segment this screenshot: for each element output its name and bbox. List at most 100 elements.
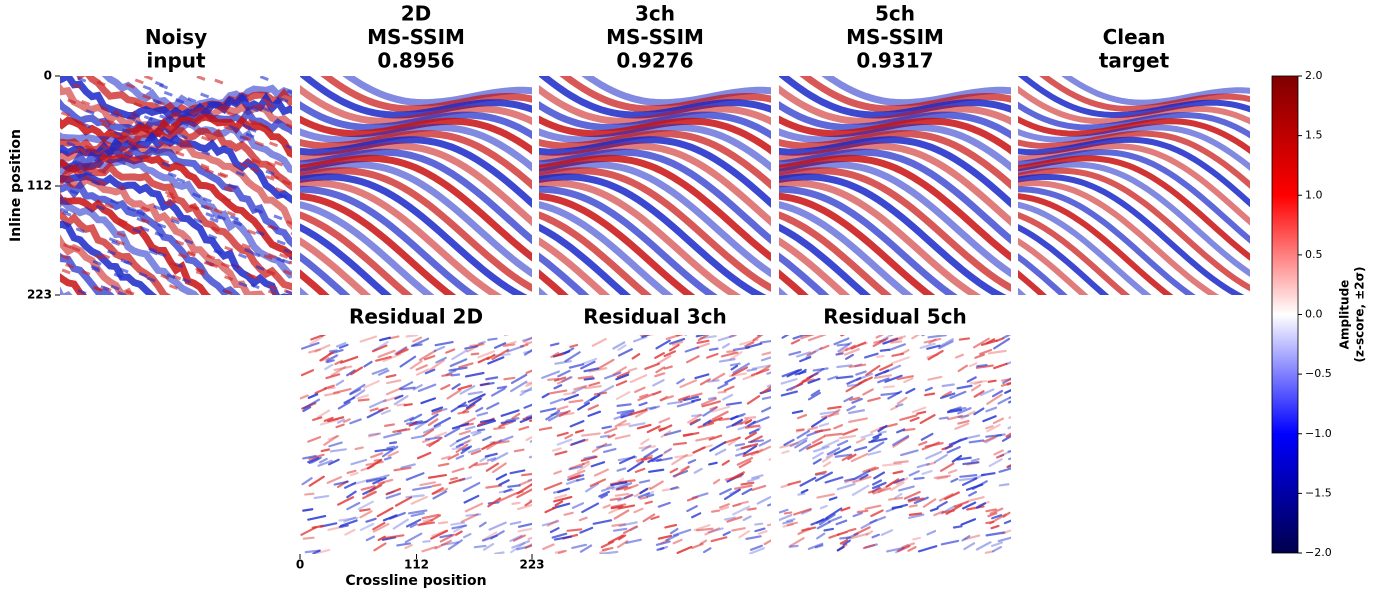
- texture-stroke: [615, 380, 628, 387]
- texture-stroke: [200, 165, 210, 172]
- texture-stroke: [697, 335, 710, 342]
- texture-stroke: [386, 445, 396, 450]
- texture-stroke: [457, 404, 468, 408]
- texture-stroke: [726, 515, 743, 523]
- texture-stroke: [131, 112, 141, 119]
- texture-stroke: [843, 348, 860, 356]
- panel-title: input: [146, 49, 206, 73]
- texture-stroke: [676, 545, 693, 554]
- texture-stroke: [828, 408, 841, 418]
- texture-stroke: [491, 462, 507, 474]
- texture-stroke: [302, 454, 317, 460]
- texture-stroke: [445, 348, 456, 354]
- texture-stroke: [350, 366, 363, 376]
- texture-stroke: [929, 507, 939, 512]
- texture-band: [1018, 136, 1250, 208]
- texture-stroke: [691, 413, 703, 418]
- texture-stroke: [430, 514, 442, 522]
- texture-stroke: [991, 514, 1003, 520]
- texture-stroke: [833, 445, 852, 456]
- texture-stroke: [206, 100, 216, 107]
- texture-stroke: [877, 430, 887, 435]
- texture-stroke: [77, 146, 87, 153]
- texture-stroke: [725, 401, 742, 406]
- texture-stroke: [556, 405, 569, 411]
- texture-stroke: [510, 373, 528, 385]
- texture-stroke: [782, 520, 794, 525]
- texture-stroke: [656, 354, 672, 365]
- texture-stroke: [405, 335, 419, 338]
- texture-stroke: [125, 82, 135, 89]
- texture-stroke: [74, 160, 84, 166]
- texture-stroke: [204, 204, 214, 211]
- texture-stroke: [359, 335, 378, 343]
- texture-stroke: [746, 395, 761, 405]
- texture-stroke: [148, 249, 158, 256]
- texture-stroke: [690, 392, 703, 398]
- texture-stroke: [752, 335, 764, 342]
- texture-stroke: [325, 373, 341, 380]
- texture-stroke: [805, 346, 823, 359]
- texture-stroke: [957, 364, 968, 373]
- texture-stroke: [751, 484, 767, 492]
- texture-stroke: [744, 419, 753, 425]
- texture-stroke: [403, 416, 415, 423]
- texture-stroke: [138, 271, 148, 278]
- x-tick-label: 112: [404, 558, 429, 572]
- texture-stroke: [992, 417, 1004, 425]
- texture-stroke: [439, 533, 453, 539]
- texture-stroke: [844, 479, 853, 484]
- texture-stroke: [196, 268, 206, 274]
- texture-stroke: [604, 427, 618, 435]
- texture-stroke: [865, 530, 874, 536]
- texture-stroke: [788, 350, 802, 356]
- texture-stroke: [734, 442, 746, 447]
- texture-stroke: [522, 336, 532, 342]
- texture-stroke: [510, 380, 528, 393]
- texture-stroke: [742, 450, 759, 458]
- texture-stroke: [311, 524, 325, 529]
- texture-stroke: [884, 374, 903, 383]
- texture-stroke: [357, 398, 370, 402]
- panel-title: MS-SSIM: [367, 25, 465, 49]
- y-tick-label: 223: [27, 288, 52, 302]
- texture-stroke: [980, 339, 998, 346]
- texture-stroke: [707, 527, 724, 534]
- texture-stroke: [882, 337, 899, 345]
- texture-stroke: [92, 259, 102, 266]
- texture-stroke: [871, 436, 880, 443]
- texture-stroke: [686, 495, 699, 502]
- texture-stroke: [356, 394, 369, 400]
- texture-stroke: [517, 522, 532, 528]
- texture-stroke: [330, 366, 347, 377]
- texture-stroke: [470, 430, 480, 435]
- texture-stroke: [337, 496, 355, 506]
- texture-stroke: [273, 214, 283, 221]
- texture-stroke: [617, 348, 633, 357]
- texture-stroke: [304, 492, 315, 496]
- texture-band: [779, 223, 872, 295]
- texture-stroke: [987, 379, 997, 383]
- texture-stroke: [223, 289, 233, 295]
- texture-stroke: [242, 135, 252, 142]
- texture-stroke: [826, 447, 841, 456]
- texture-stroke: [628, 422, 646, 428]
- texture-stroke: [807, 391, 821, 401]
- texture-stroke: [890, 405, 898, 411]
- texture-stroke: [329, 349, 338, 353]
- texture-stroke: [607, 433, 616, 439]
- texture-band: [101, 76, 292, 111]
- texture-stroke: [838, 434, 857, 440]
- texture-stroke: [852, 475, 872, 484]
- texture-band: [1018, 237, 1089, 295]
- panel-title: Noisy: [145, 25, 207, 49]
- texture-stroke: [205, 212, 215, 218]
- texture-stroke: [800, 335, 815, 340]
- texture-stroke: [447, 539, 463, 551]
- texture-stroke: [768, 458, 771, 461]
- texture-stroke: [657, 427, 667, 431]
- texture-stroke: [542, 543, 555, 551]
- texture-stroke: [833, 337, 850, 346]
- texture-stroke: [828, 533, 840, 539]
